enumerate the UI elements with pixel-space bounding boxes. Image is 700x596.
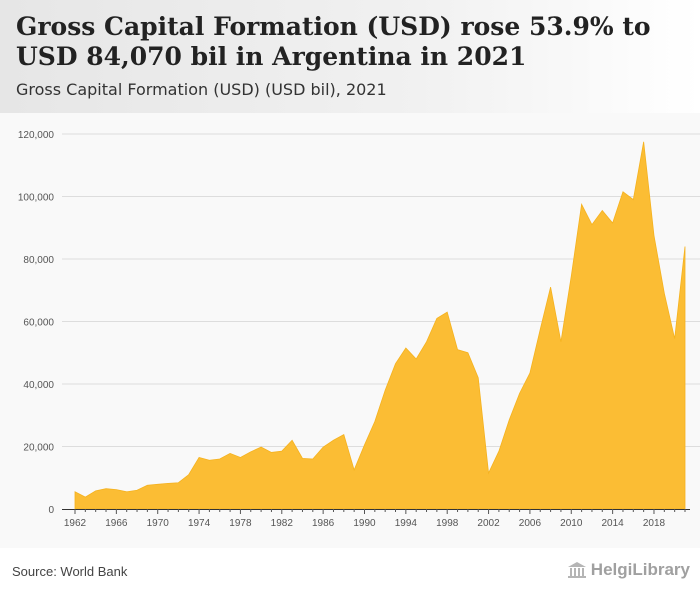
header-band: Gross Capital Formation (USD) rose 53.9%… (0, 0, 700, 113)
x-tick-label: 1986 (312, 518, 335, 529)
x-tick-label: 1978 (229, 518, 252, 529)
y-tick-label: 40,000 (23, 380, 54, 391)
y-tick-label: 0 (48, 505, 54, 516)
x-tick-label: 1974 (188, 518, 211, 529)
chart-title: Gross Capital Formation (USD) rose 53.9%… (16, 12, 651, 71)
x-tick-label: 2006 (519, 518, 542, 529)
x-tick-label: 2014 (602, 518, 625, 529)
x-tick-label: 1962 (64, 518, 87, 529)
y-axis-labels: 0 20,000 40,000 60,000 80,000 100,000 120,000 (18, 130, 55, 516)
x-tick-label: 1994 (395, 518, 418, 529)
logo-text: HelgiLibrary (590, 560, 690, 579)
x-tick-label: 2010 (560, 518, 583, 529)
x-axis-labels: 1962 1966 1970 1974 1978 1982 1986 1990 1994 1998… (64, 518, 666, 529)
y-tick-label: 60,000 (23, 318, 54, 329)
x-axis (62, 509, 690, 514)
y-tick-label: 20,000 (23, 443, 54, 454)
source-note: Source: World Bank (12, 564, 128, 579)
x-tick-label: 1970 (147, 518, 170, 529)
y-tick-label: 100,000 (18, 193, 55, 204)
chart-subtitle: Gross Capital Formation (USD) (USD bil),… (16, 80, 387, 99)
helgi-library-logo: HelgiLibrary (567, 560, 690, 580)
x-tick-label: 1998 (436, 518, 459, 529)
area-series (74, 141, 686, 510)
y-tick-label: 120,000 (18, 130, 55, 141)
library-building-icon (567, 562, 586, 578)
x-tick-label: 1966 (105, 518, 128, 529)
x-tick-label: 2002 (477, 518, 500, 529)
y-tick-label: 80,000 (23, 255, 54, 266)
x-tick-label: 1982 (271, 518, 294, 529)
x-tick-label: 2018 (643, 518, 666, 529)
x-tick-label: 1990 (353, 518, 376, 529)
series-area (74, 141, 686, 510)
